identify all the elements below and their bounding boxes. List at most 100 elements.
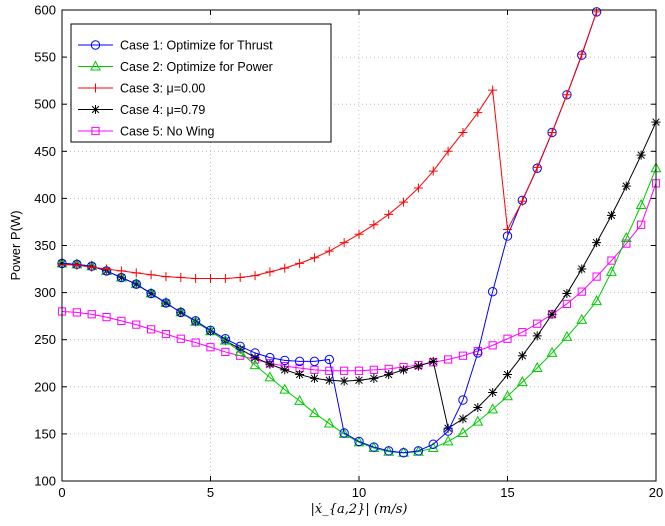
data-point (324, 375, 334, 385)
data-point (132, 320, 141, 329)
data-point (546, 346, 558, 357)
legend-item: Case 4: μ=0.79 (78, 103, 205, 117)
y-tick-label: 200 (34, 379, 56, 394)
data-point (176, 334, 185, 343)
data-point (324, 246, 334, 256)
data-point (309, 407, 320, 418)
data-point (280, 263, 290, 273)
data-point (577, 49, 587, 59)
y-tick-label: 350 (34, 238, 56, 253)
data-point (280, 355, 290, 366)
data-point (206, 343, 215, 352)
data-point (444, 355, 453, 364)
data-point (607, 256, 616, 265)
data-point (487, 403, 499, 414)
data-point (235, 273, 245, 283)
data-point (443, 146, 453, 156)
data-point (250, 271, 260, 281)
data-point (339, 428, 349, 438)
legend-label: Case 5: No Wing (120, 125, 215, 139)
data-point (532, 331, 542, 341)
data-point (265, 359, 275, 369)
series-3 (57, 7, 602, 283)
data-point (280, 365, 290, 375)
data-point (176, 273, 186, 283)
data-point (592, 238, 602, 248)
data-point (354, 366, 364, 375)
data-point (413, 361, 423, 371)
data-point (176, 307, 186, 318)
legend-item: Case 2: Optimize for Power (78, 60, 273, 74)
data-point (399, 365, 409, 375)
data-point (191, 273, 201, 283)
data-point (161, 272, 171, 282)
data-point (473, 403, 483, 413)
data-point (620, 231, 632, 242)
series-1 (57, 7, 602, 458)
data-point (503, 334, 512, 343)
data-point (191, 338, 200, 347)
data-point (147, 325, 156, 334)
data-point (72, 308, 81, 317)
y-axis-label: Power P(W) (8, 210, 23, 280)
data-point (473, 348, 483, 358)
data-point (294, 394, 306, 405)
data-point (384, 446, 394, 456)
data-point (249, 359, 261, 370)
data-point (443, 423, 453, 433)
data-point (160, 296, 172, 307)
data-point (369, 442, 379, 452)
data-point (220, 273, 230, 283)
data-point (369, 373, 379, 383)
y-tick-label: 600 (34, 3, 56, 18)
data-point (161, 329, 171, 339)
data-point (517, 351, 527, 361)
data-point (591, 295, 603, 306)
data-point (458, 351, 468, 360)
data-point (294, 356, 305, 367)
y-tick-label: 250 (34, 332, 56, 347)
data-point (458, 414, 468, 424)
data-point (531, 361, 543, 372)
data-point (636, 150, 646, 160)
data-point (488, 387, 498, 397)
y-tick-label: 550 (34, 50, 56, 65)
data-point (354, 436, 364, 447)
data-point (562, 90, 572, 100)
data-point (369, 365, 378, 374)
x-tick-label: 0 (58, 485, 65, 500)
data-point (175, 306, 187, 317)
data-point (279, 383, 291, 394)
data-point (340, 366, 349, 375)
legend-item: Case 5: No Wing (78, 125, 215, 139)
data-point (427, 441, 439, 453)
legend-item: Case 1: Optimize for Thrust (78, 39, 273, 53)
data-point (635, 198, 647, 209)
legend: Case 1: Optimize for Thrust Case 2: Optim… (70, 23, 332, 143)
data-point (473, 108, 483, 118)
legend-marker (90, 60, 101, 71)
data-point (562, 299, 571, 309)
data-point (324, 354, 334, 365)
data-point (592, 272, 601, 281)
series-line (61, 11, 598, 454)
data-point (547, 309, 557, 319)
data-point (502, 390, 513, 401)
legend-marker (91, 83, 100, 93)
data-point (72, 260, 82, 270)
data-point (472, 415, 484, 426)
legend-label: Case 4: μ=0.79 (120, 103, 205, 117)
data-point (487, 286, 498, 297)
data-point (309, 356, 320, 367)
y-tick-label: 150 (34, 426, 56, 441)
data-point (205, 325, 216, 335)
data-point (442, 435, 454, 446)
data-point (339, 238, 349, 248)
legend-item: Case 3: μ=0.00 (78, 82, 205, 96)
legend-box (70, 23, 332, 143)
data-point (637, 220, 646, 229)
data-point (116, 266, 126, 276)
legend-label: Case 2: Optimize for Power (120, 60, 273, 74)
data-point (309, 253, 319, 263)
